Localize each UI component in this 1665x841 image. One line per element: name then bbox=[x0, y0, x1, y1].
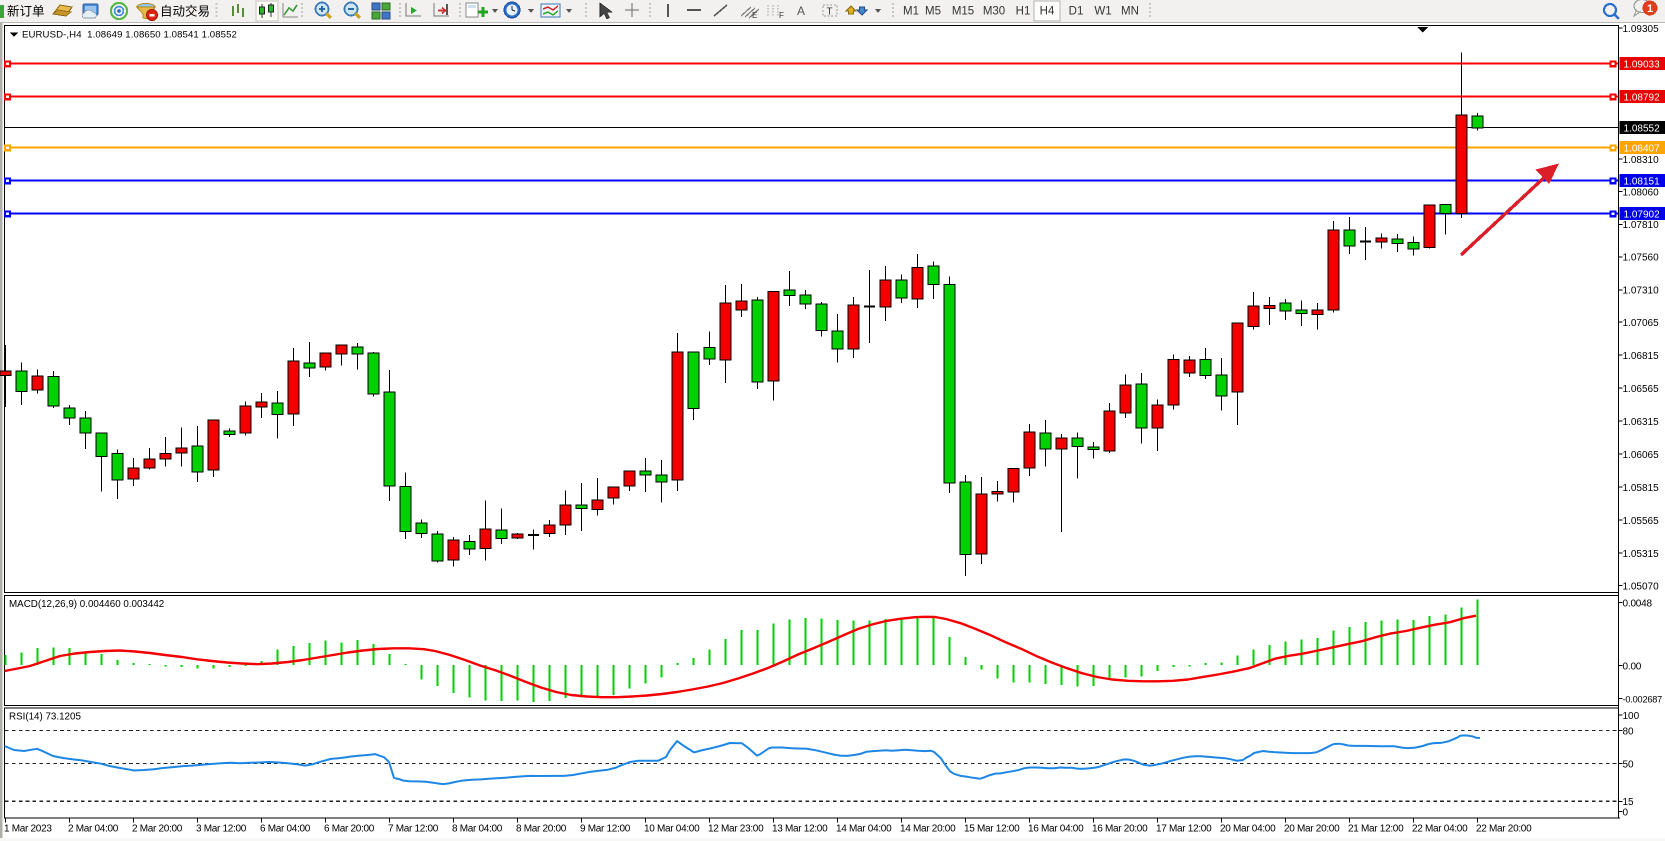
svg-text:20 Mar 20:00: 20 Mar 20:00 bbox=[1284, 824, 1340, 835]
svg-text:1.07065: 1.07065 bbox=[1623, 318, 1660, 329]
svg-text:1.06065: 1.06065 bbox=[1623, 450, 1660, 461]
svg-text:1.06815: 1.06815 bbox=[1623, 351, 1660, 362]
svg-text:1.09305: 1.09305 bbox=[1623, 24, 1660, 35]
svg-text:14 Mar 04:00: 14 Mar 04:00 bbox=[836, 824, 892, 835]
svg-text:1.07902: 1.07902 bbox=[1624, 209, 1661, 220]
svg-text:14 Mar 20:00: 14 Mar 20:00 bbox=[900, 824, 956, 835]
svg-text:1.07810: 1.07810 bbox=[1623, 220, 1660, 231]
svg-text:M5: M5 bbox=[925, 6, 941, 18]
svg-text:0: 0 bbox=[1623, 807, 1629, 818]
svg-text:0.00: 0.00 bbox=[1623, 661, 1642, 672]
svg-text:1.08060: 1.08060 bbox=[1623, 187, 1660, 198]
svg-text:16 Mar 04:00: 16 Mar 04:00 bbox=[1028, 824, 1084, 835]
svg-text:3 Mar 12:00: 3 Mar 12:00 bbox=[196, 824, 247, 835]
svg-text:1.07310: 1.07310 bbox=[1623, 286, 1660, 297]
svg-text:100: 100 bbox=[1623, 711, 1640, 722]
svg-text:0.0048: 0.0048 bbox=[1623, 598, 1653, 609]
svg-text:MACD(12,26,9) 0.004460 0.00344: MACD(12,26,9) 0.004460 0.003442 bbox=[9, 599, 164, 610]
svg-text:80: 80 bbox=[1623, 726, 1635, 737]
svg-text:E: E bbox=[752, 11, 757, 20]
svg-text:1.05815: 1.05815 bbox=[1623, 483, 1660, 494]
svg-text:1.08151: 1.08151 bbox=[1624, 176, 1661, 187]
svg-text:1.06315: 1.06315 bbox=[1623, 417, 1660, 428]
svg-text:8 Mar 04:00: 8 Mar 04:00 bbox=[452, 824, 503, 835]
svg-text:15: 15 bbox=[1623, 797, 1635, 808]
svg-text:1.05315: 1.05315 bbox=[1623, 549, 1660, 560]
svg-text:10 Mar 04:00: 10 Mar 04:00 bbox=[644, 824, 700, 835]
svg-text:M15: M15 bbox=[952, 6, 974, 18]
svg-text:8 Mar 20:00: 8 Mar 20:00 bbox=[516, 824, 567, 835]
svg-text:7 Mar 12:00: 7 Mar 12:00 bbox=[388, 824, 439, 835]
svg-text:RSI(14) 73.1205: RSI(14) 73.1205 bbox=[9, 712, 81, 723]
svg-text:新订单: 新订单 bbox=[7, 4, 45, 19]
svg-text:1.06565: 1.06565 bbox=[1623, 384, 1660, 395]
svg-text:1.09033: 1.09033 bbox=[1624, 59, 1661, 70]
svg-text:M30: M30 bbox=[983, 6, 1005, 18]
svg-text:H4: H4 bbox=[1040, 6, 1055, 18]
svg-text:-0.002687: -0.002687 bbox=[1623, 694, 1663, 704]
svg-text:9 Mar 12:00: 9 Mar 12:00 bbox=[580, 824, 631, 835]
svg-text:1.08407: 1.08407 bbox=[1624, 143, 1661, 154]
svg-text:16 Mar 20:00: 16 Mar 20:00 bbox=[1092, 824, 1148, 835]
svg-text:W1: W1 bbox=[1094, 6, 1111, 18]
svg-text:自动交易: 自动交易 bbox=[160, 4, 210, 19]
svg-text:12 Mar 23:00: 12 Mar 23:00 bbox=[708, 824, 764, 835]
svg-text:1: 1 bbox=[1647, 3, 1653, 15]
svg-text:1 Mar 2023: 1 Mar 2023 bbox=[4, 824, 52, 835]
svg-text:1.05565: 1.05565 bbox=[1623, 516, 1660, 527]
svg-text:50: 50 bbox=[1623, 759, 1635, 770]
svg-text:1.08792: 1.08792 bbox=[1624, 92, 1661, 103]
svg-text:6 Mar 04:00: 6 Mar 04:00 bbox=[260, 824, 311, 835]
svg-text:2 Mar 20:00: 2 Mar 20:00 bbox=[132, 824, 183, 835]
svg-text:1.08310: 1.08310 bbox=[1623, 155, 1660, 166]
svg-text:H1: H1 bbox=[1016, 6, 1031, 18]
svg-text:D1: D1 bbox=[1069, 6, 1084, 18]
svg-text:MN: MN bbox=[1121, 6, 1139, 18]
svg-text:2 Mar 04:00: 2 Mar 04:00 bbox=[68, 824, 119, 835]
svg-text:T: T bbox=[827, 7, 833, 18]
svg-text:20 Mar 04:00: 20 Mar 04:00 bbox=[1220, 824, 1276, 835]
svg-text:A: A bbox=[797, 4, 805, 18]
svg-text:6 Mar 20:00: 6 Mar 20:00 bbox=[324, 824, 375, 835]
svg-text:21 Mar 12:00: 21 Mar 12:00 bbox=[1348, 824, 1404, 835]
svg-text:22 Mar 20:00: 22 Mar 20:00 bbox=[1476, 824, 1532, 835]
svg-text:M1: M1 bbox=[903, 6, 919, 18]
svg-text:22 Mar 04:00: 22 Mar 04:00 bbox=[1412, 824, 1468, 835]
svg-text:17 Mar 12:00: 17 Mar 12:00 bbox=[1156, 824, 1212, 835]
svg-text:EURUSD-,H4 1.08649 1.08650 1.: EURUSD-,H4 1.08649 1.08650 1.08541 1.085… bbox=[22, 30, 237, 41]
svg-text:F: F bbox=[779, 11, 784, 20]
svg-text:1.07560: 1.07560 bbox=[1623, 253, 1660, 264]
svg-text:13 Mar 12:00: 13 Mar 12:00 bbox=[772, 824, 828, 835]
svg-text:1.08552: 1.08552 bbox=[1624, 123, 1661, 134]
svg-text:15 Mar 12:00: 15 Mar 12:00 bbox=[964, 824, 1020, 835]
svg-text:1.05070: 1.05070 bbox=[1623, 581, 1660, 592]
